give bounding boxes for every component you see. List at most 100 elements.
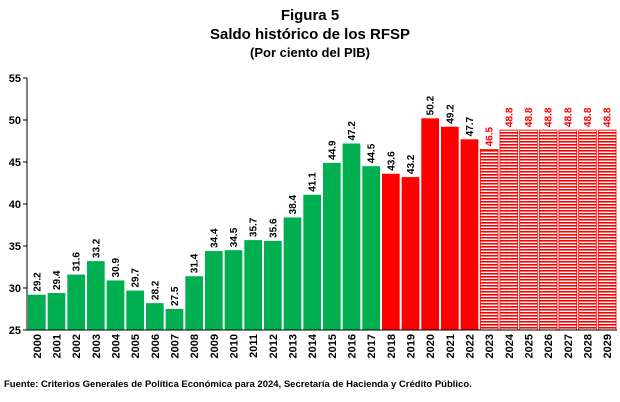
bar-2000 (27, 294, 46, 330)
x-tick-label: 2014 (307, 333, 319, 358)
y-tick-label: 55 (9, 73, 21, 85)
chart-subtitle: (Por ciento del PIB) (250, 45, 370, 60)
bar-2001 (47, 293, 66, 330)
bars (27, 118, 617, 331)
x-tick-label: 2017 (366, 334, 378, 358)
data-label-2020: 50.2 (426, 95, 437, 115)
data-label-2025: 48.8 (524, 107, 535, 127)
bar-2003 (86, 261, 105, 330)
data-label-2029: 48.8 (603, 107, 614, 127)
y-tick-label: 45 (9, 157, 21, 169)
data-label-2012: 35.6 (268, 218, 279, 238)
bar-2019 (401, 177, 420, 330)
bar-2009 (204, 251, 223, 330)
bar-2028 (578, 129, 597, 331)
data-label-2027: 48.8 (563, 107, 574, 127)
bar-2013 (283, 217, 302, 330)
bar-2023 (479, 148, 499, 331)
y-tick-label: 25 (9, 325, 21, 337)
data-label-2028: 48.8 (583, 107, 594, 127)
figure-label: Figura 5 (280, 7, 340, 24)
data-label-2014: 41.1 (308, 172, 319, 192)
bar-2017 (362, 166, 381, 330)
bar-2021 (440, 126, 459, 330)
bar-2025 (519, 129, 538, 331)
x-tick-label: 2025 (524, 334, 536, 358)
bar-2011 (244, 240, 263, 330)
y-tick-label: 30 (9, 283, 21, 295)
data-labels: 29.2 29.4 31.6 33.2 30.9 29.7 28.2 27.5 31.4 34.4… (32, 95, 613, 306)
chart-title: Saldo histórico de los RFSP (209, 26, 411, 43)
x-tick-label: 2009 (209, 334, 221, 358)
x-tick-label: 2018 (386, 334, 398, 358)
data-label-2024: 48.8 (504, 107, 515, 127)
x-tick-label: 2008 (189, 334, 201, 358)
bar-2024 (499, 129, 519, 331)
data-label-2015: 44.9 (327, 140, 338, 160)
x-tick-label: 2028 (583, 334, 595, 358)
data-label-2005: 29.7 (131, 268, 142, 288)
data-label-2009: 34.4 (209, 228, 220, 248)
x-tick-label: 2023 (484, 334, 496, 358)
y-tick-label: 40 (9, 199, 21, 211)
bar-2026 (538, 129, 558, 331)
data-label-2023: 46.5 (485, 126, 496, 146)
x-tick-label: 2019 (406, 334, 418, 358)
data-label-2004: 30.9 (111, 258, 122, 278)
bar-2007 (165, 309, 184, 330)
x-tick-label: 2015 (327, 334, 339, 358)
x-tick-label: 2003 (91, 334, 103, 358)
y-tick-label: 50 (9, 115, 21, 127)
data-label-2011: 35.7 (249, 217, 260, 237)
bar-2012 (263, 240, 282, 330)
data-label-2017: 44.5 (367, 143, 378, 163)
bar-2014 (303, 194, 322, 330)
x-tick-label: 2024 (504, 333, 516, 358)
x-tick-label: 2020 (425, 334, 437, 358)
data-label-2026: 48.8 (544, 107, 555, 127)
data-label-2007: 27.5 (170, 286, 181, 306)
x-tick-label: 2027 (563, 334, 575, 358)
data-label-2019: 43.2 (406, 154, 417, 174)
bar-2015 (322, 162, 341, 330)
bar-2005 (126, 290, 145, 330)
x-axis: 2000 2001 2002 2003 2004 2005 2006 2007 2008 2009… (27, 329, 617, 358)
x-tick-label: 2016 (347, 334, 359, 358)
bar-2006 (145, 303, 164, 330)
source-note: Fuente: Criterios Generales de Política … (4, 379, 472, 390)
x-tick-label: 2021 (445, 334, 457, 358)
bar-2022 (460, 139, 479, 330)
bar-2020 (421, 118, 440, 330)
bar-2008 (185, 276, 204, 330)
bar-2029 (597, 129, 617, 331)
data-label-2022: 47.7 (465, 116, 476, 136)
x-tick-label: 2006 (150, 334, 162, 358)
x-tick-label: 2022 (465, 334, 477, 358)
data-label-2013: 38.4 (288, 195, 299, 215)
x-tick-label: 2001 (52, 334, 64, 358)
bar-2004 (106, 280, 125, 330)
bar-2010 (224, 250, 243, 330)
x-tick-label: 2005 (130, 334, 142, 358)
y-axis: 25 30 35 40 45 50 55 (9, 73, 28, 337)
x-tick-label: 2011 (248, 334, 260, 358)
bar-2002 (67, 274, 86, 330)
x-tick-label: 2000 (32, 334, 44, 358)
data-label-2006: 28.2 (150, 280, 161, 300)
data-label-2021: 49.2 (445, 104, 456, 124)
bar-2016 (342, 143, 361, 330)
data-label-2000: 29.2 (32, 272, 43, 292)
x-tick-label: 2026 (543, 334, 555, 358)
x-tick-label: 2002 (71, 334, 83, 358)
x-tick-label: 2029 (602, 334, 614, 358)
data-label-2008: 31.4 (190, 253, 201, 273)
data-label-2001: 29.4 (52, 270, 63, 290)
bar-2027 (558, 129, 578, 331)
data-label-2016: 47.2 (347, 121, 358, 141)
x-tick-label: 2007 (170, 334, 182, 358)
data-label-2003: 33.2 (91, 238, 102, 258)
y-tick-label: 35 (9, 241, 21, 253)
data-label-2002: 31.6 (72, 252, 83, 272)
data-label-2018: 43.6 (386, 151, 397, 171)
